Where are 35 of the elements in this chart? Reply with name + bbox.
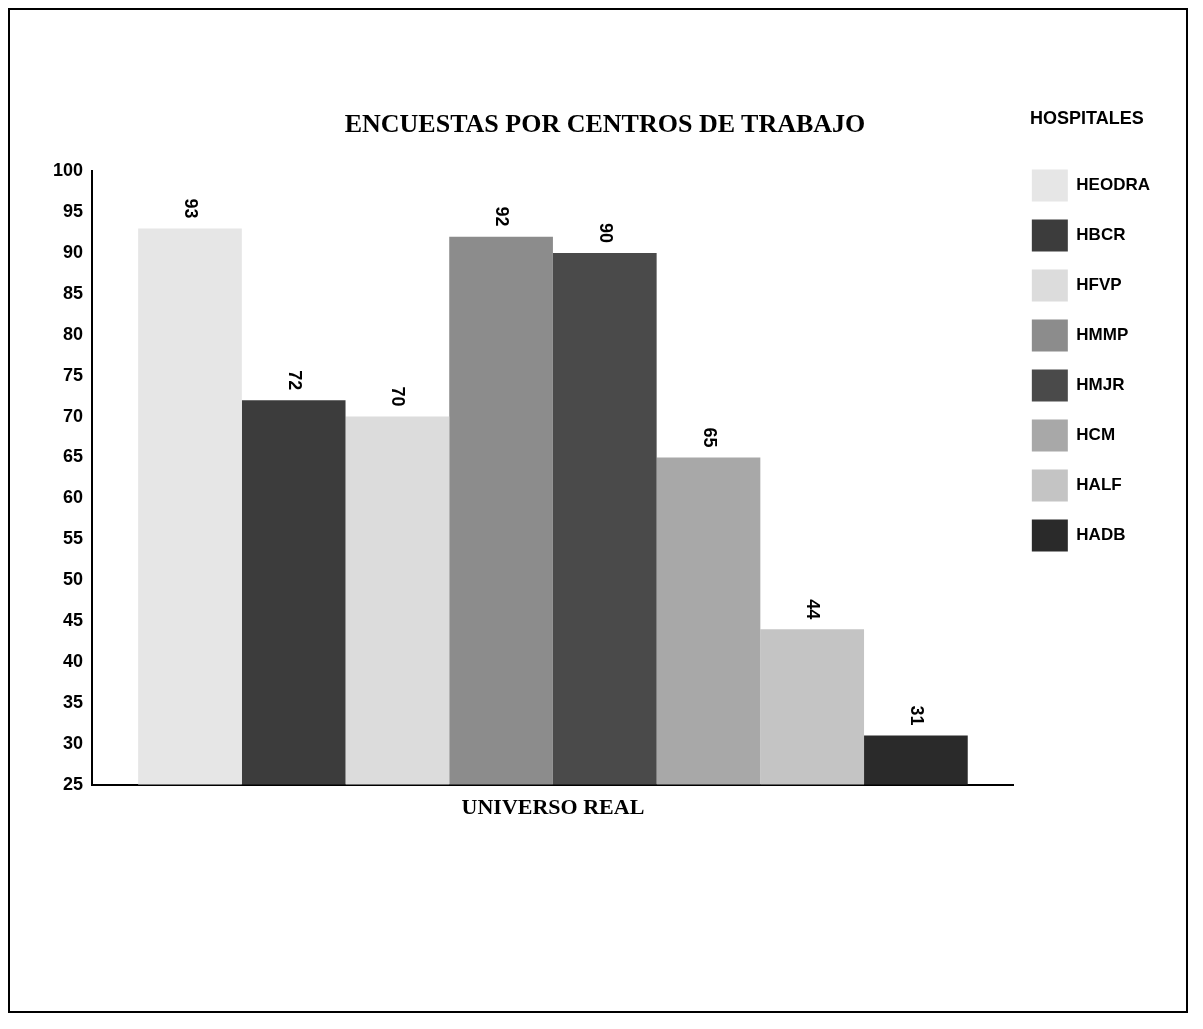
y-tick-label: 40 bbox=[63, 650, 84, 671]
legend-label: HALF bbox=[1076, 475, 1122, 495]
y-tick-label: 25 bbox=[63, 773, 84, 794]
y-tick-label: 30 bbox=[63, 732, 84, 753]
legend-label: HFVP bbox=[1076, 275, 1122, 295]
y-tick-label: 95 bbox=[63, 201, 84, 222]
y-tick-label: 75 bbox=[63, 364, 84, 385]
legend-label: HMJR bbox=[1076, 375, 1125, 395]
legend-label: HCM bbox=[1076, 425, 1116, 445]
data-label: 90 bbox=[595, 222, 616, 243]
y-tick-label: 45 bbox=[63, 610, 84, 630]
y-tick-label: 35 bbox=[63, 691, 84, 712]
data-label: 65 bbox=[699, 427, 720, 448]
data-label: 44 bbox=[803, 599, 824, 620]
data-label: 70 bbox=[388, 386, 409, 407]
y-tick-label: 60 bbox=[63, 487, 84, 508]
y-tick-label: 80 bbox=[63, 323, 84, 344]
legend-title: HOSPITALES bbox=[1030, 107, 1144, 128]
y-tick-label: 70 bbox=[63, 405, 84, 426]
y-tick-label: 50 bbox=[63, 569, 84, 590]
y-tick-label: 55 bbox=[63, 528, 84, 549]
y-tick-label: 100 bbox=[52, 160, 84, 181]
data-label: 31 bbox=[906, 705, 927, 726]
x-tick-label: UNIVERSO REAL bbox=[461, 794, 645, 820]
data-label: 92 bbox=[492, 206, 513, 227]
legend-label: HADB bbox=[1076, 525, 1126, 545]
data-label: 93 bbox=[181, 198, 201, 219]
chart-title: ENCUESTAS POR CENTROS DE TRABAJO bbox=[344, 109, 866, 139]
y-tick-label: 85 bbox=[63, 282, 84, 303]
data-label: 72 bbox=[284, 370, 305, 391]
legend-label: HMMP bbox=[1076, 325, 1129, 345]
legend-label: HEODRA bbox=[1076, 175, 1150, 195]
y-tick-label: 90 bbox=[63, 241, 84, 262]
legend-label: HBCR bbox=[1076, 225, 1126, 245]
y-tick-label: 65 bbox=[63, 446, 84, 467]
